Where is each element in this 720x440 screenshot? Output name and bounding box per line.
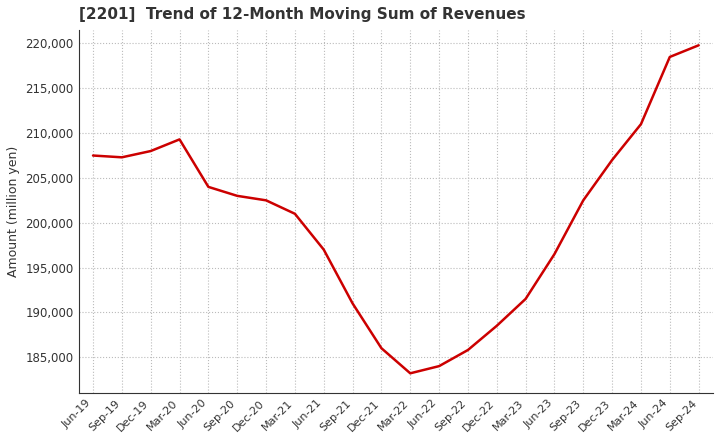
Text: [2201]  Trend of 12-Month Moving Sum of Revenues: [2201] Trend of 12-Month Moving Sum of R…: [78, 7, 525, 22]
Y-axis label: Amount (million yen): Amount (million yen): [7, 146, 20, 277]
